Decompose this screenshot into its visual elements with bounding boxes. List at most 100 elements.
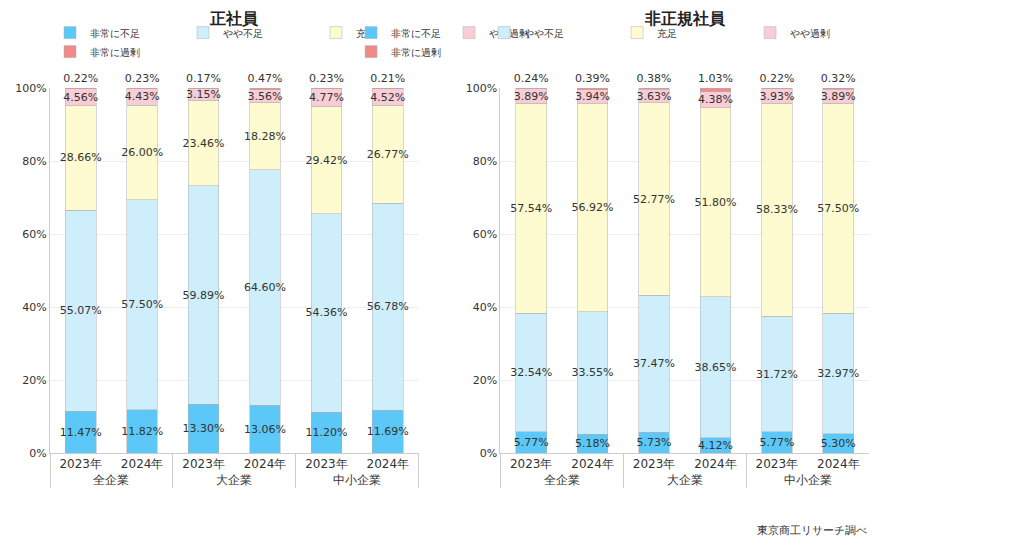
svg-text:57.54%: 57.54% (510, 202, 552, 215)
svg-text:80%: 80% (22, 155, 46, 168)
svg-text:2023年: 2023年 (633, 457, 676, 471)
svg-text:2023年: 2023年 (305, 457, 348, 471)
svg-text:11.69%: 11.69% (367, 425, 409, 438)
svg-text:3.94%: 3.94% (575, 90, 610, 103)
svg-text:51.80%: 51.80% (694, 196, 736, 209)
svg-text:3.93%: 3.93% (759, 90, 794, 103)
svg-text:0.39%: 0.39% (575, 72, 610, 85)
svg-text:0.21%: 0.21% (370, 72, 405, 85)
svg-text:やや過剰: やや過剰 (790, 28, 830, 39)
svg-text:0.23%: 0.23% (309, 72, 344, 85)
svg-text:60%: 60% (473, 228, 497, 241)
svg-text:正社員: 正社員 (209, 9, 259, 28)
svg-text:13.06%: 13.06% (244, 423, 286, 436)
svg-text:3.15%: 3.15% (186, 88, 221, 101)
svg-text:0%: 0% (29, 447, 46, 460)
svg-text:40%: 40% (473, 301, 497, 314)
svg-text:13.30%: 13.30% (183, 422, 225, 435)
svg-text:100%: 100% (15, 82, 46, 95)
svg-text:0.32%: 0.32% (821, 72, 856, 85)
svg-text:1.03%: 1.03% (698, 72, 733, 85)
svg-text:26.77%: 26.77% (367, 148, 409, 161)
svg-text:2024年: 2024年 (694, 457, 737, 471)
svg-text:4.43%: 4.43% (125, 90, 160, 103)
svg-text:中小企業: 中小企業 (784, 473, 832, 487)
svg-text:4.38%: 4.38% (698, 93, 733, 106)
svg-text:やや過剰: やや過剰 (489, 28, 529, 39)
svg-text:0.38%: 0.38% (637, 72, 672, 85)
svg-text:32.97%: 32.97% (817, 367, 859, 380)
svg-text:中小企業: 中小企業 (333, 473, 381, 487)
svg-text:2023年: 2023年 (756, 457, 799, 471)
svg-text:0.23%: 0.23% (125, 72, 160, 85)
svg-text:20%: 20% (473, 374, 497, 387)
svg-text:32.54%: 32.54% (510, 366, 552, 379)
svg-text:非常に不足: 非常に不足 (391, 28, 441, 39)
svg-text:非正規社員: 非正規社員 (644, 9, 726, 28)
svg-text:55.07%: 55.07% (60, 304, 102, 317)
svg-text:40%: 40% (22, 301, 46, 314)
svg-text:やや不足: やや不足 (223, 28, 263, 39)
svg-text:60%: 60% (22, 228, 46, 241)
svg-text:非常に過剰: 非常に過剰 (90, 47, 140, 58)
svg-text:東京商工リサーチ調べ: 東京商工リサーチ調べ (757, 524, 867, 537)
svg-text:0%: 0% (480, 447, 497, 460)
svg-text:57.50%: 57.50% (121, 298, 163, 311)
svg-text:31.72%: 31.72% (756, 368, 798, 381)
svg-text:3.89%: 3.89% (821, 90, 856, 103)
svg-text:11.47%: 11.47% (60, 426, 102, 439)
svg-text:やや不足: やや不足 (524, 28, 564, 39)
svg-text:0.17%: 0.17% (186, 72, 221, 85)
svg-text:2024年: 2024年 (571, 457, 614, 471)
svg-text:非常に不足: 非常に不足 (90, 28, 140, 39)
svg-text:4.52%: 4.52% (370, 91, 405, 104)
svg-text:0.24%: 0.24% (514, 72, 549, 85)
svg-text:29.42%: 29.42% (305, 154, 347, 167)
svg-text:3.63%: 3.63% (637, 90, 672, 103)
svg-text:28.66%: 28.66% (60, 151, 102, 164)
svg-text:20%: 20% (22, 374, 46, 387)
svg-text:4.77%: 4.77% (309, 91, 344, 104)
svg-text:2024年: 2024年 (367, 457, 410, 471)
svg-text:64.60%: 64.60% (244, 281, 286, 294)
svg-text:2024年: 2024年 (121, 457, 164, 471)
svg-text:全企業: 全企業 (93, 473, 129, 487)
svg-text:56.78%: 56.78% (367, 300, 409, 313)
svg-text:充足: 充足 (657, 28, 677, 39)
svg-text:56.92%: 56.92% (572, 201, 614, 214)
svg-text:大企業: 大企業 (216, 473, 252, 487)
svg-text:0.22%: 0.22% (759, 72, 794, 85)
svg-text:非常に過剰: 非常に過剰 (391, 47, 441, 58)
svg-text:37.47%: 37.47% (633, 357, 675, 370)
svg-text:59.89%: 59.89% (183, 289, 225, 302)
svg-text:0.22%: 0.22% (63, 72, 98, 85)
svg-text:52.77%: 52.77% (633, 193, 675, 206)
svg-text:5.30%: 5.30% (821, 437, 856, 450)
svg-text:18.28%: 18.28% (244, 130, 286, 143)
svg-text:54.36%: 54.36% (305, 306, 347, 319)
svg-text:23.46%: 23.46% (183, 137, 225, 150)
svg-text:80%: 80% (473, 155, 497, 168)
svg-text:5.73%: 5.73% (637, 436, 672, 449)
svg-text:11.82%: 11.82% (121, 425, 163, 438)
svg-text:5.18%: 5.18% (575, 437, 610, 450)
svg-text:57.50%: 57.50% (817, 202, 859, 215)
svg-text:4.56%: 4.56% (63, 91, 98, 104)
svg-text:5.77%: 5.77% (759, 436, 794, 449)
svg-text:2023年: 2023年 (510, 457, 553, 471)
svg-text:58.33%: 58.33% (756, 203, 798, 216)
svg-text:100%: 100% (466, 82, 497, 95)
svg-text:3.56%: 3.56% (248, 90, 283, 103)
svg-text:38.65%: 38.65% (694, 361, 736, 374)
svg-text:2024年: 2024年 (817, 457, 860, 471)
svg-text:2023年: 2023年 (59, 457, 102, 471)
svg-text:2024年: 2024年 (244, 457, 287, 471)
svg-text:3.89%: 3.89% (514, 90, 549, 103)
svg-text:5.77%: 5.77% (514, 436, 549, 449)
svg-text:33.55%: 33.55% (572, 366, 614, 379)
svg-text:4.12%: 4.12% (698, 439, 733, 452)
svg-text:11.20%: 11.20% (305, 426, 347, 439)
svg-text:0.47%: 0.47% (248, 72, 283, 85)
svg-text:全企業: 全企業 (544, 473, 580, 487)
svg-text:大企業: 大企業 (667, 473, 703, 487)
